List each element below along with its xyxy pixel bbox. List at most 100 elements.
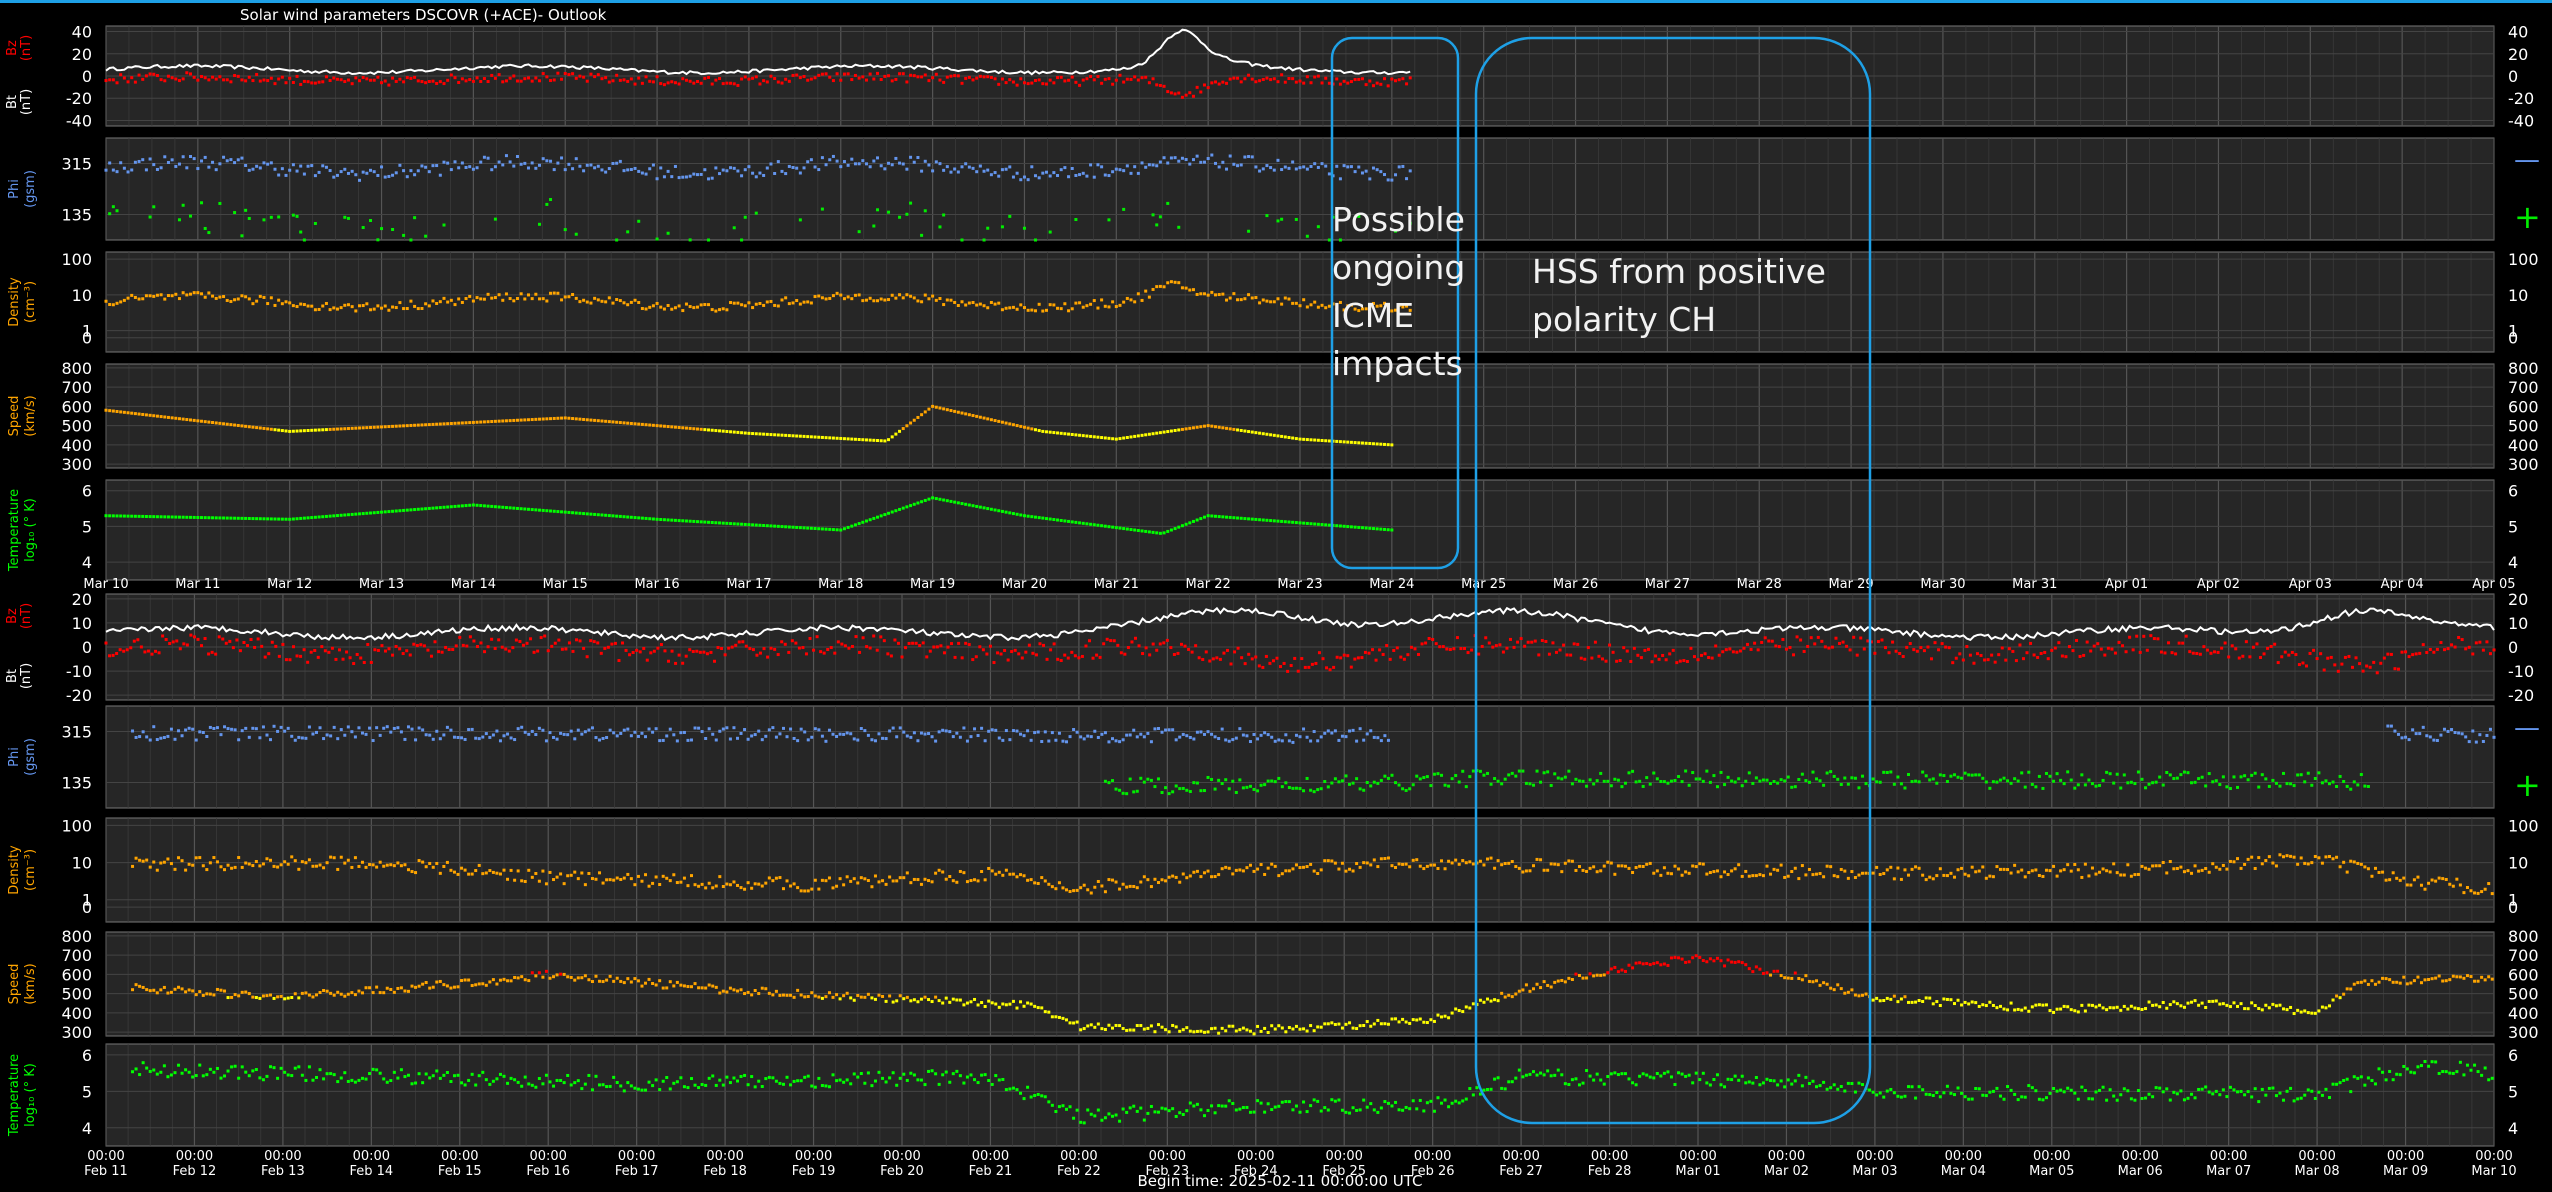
phi-point: [1065, 740, 1069, 744]
speed-point: [824, 436, 828, 440]
y-tick-label: 6: [82, 482, 92, 501]
temperature-point: [1302, 521, 1306, 525]
density-point: [2069, 869, 2073, 873]
bz-point: [1125, 77, 1129, 81]
density-point: [791, 301, 795, 305]
bz-point: [475, 76, 479, 80]
density-point: [322, 866, 326, 870]
phi-point: [760, 738, 764, 742]
density-point: [1284, 869, 1288, 873]
density-point: [1008, 306, 1012, 310]
bz-point: [974, 655, 978, 659]
density-point: [446, 300, 450, 304]
phi-point: [1634, 780, 1638, 784]
phi-point: [240, 234, 244, 238]
bz-point: [557, 638, 561, 642]
bz-point: [391, 76, 395, 80]
phi-point: [1164, 786, 1168, 790]
bz-point: [644, 75, 648, 79]
bz-point: [1926, 645, 1930, 649]
phi-point: [1956, 775, 1960, 779]
temperature-point: [343, 513, 347, 517]
phi-point: [754, 175, 758, 179]
speed-point: [644, 423, 648, 427]
phi-point: [1998, 778, 2002, 782]
density-point: [1956, 868, 1960, 872]
temperature-point: [644, 516, 648, 520]
phi-point: [1698, 777, 1702, 781]
density-point: [2243, 862, 2247, 866]
phi-point: [2041, 786, 2045, 790]
density-point: [2193, 864, 2197, 868]
density-point: [1188, 288, 1192, 292]
temperature-point: [1059, 518, 1063, 522]
density-point: [1914, 865, 1918, 869]
temperature-point: [1294, 521, 1298, 525]
phi-point: [1977, 773, 1981, 777]
density-point: [1220, 867, 1224, 871]
density-point: [526, 293, 530, 297]
density-point: [1022, 306, 1026, 310]
bz-point: [846, 72, 850, 76]
phi-point: [1122, 207, 1126, 211]
speed-point: [1195, 425, 1199, 429]
bz-point: [2152, 637, 2156, 641]
bz-point: [1480, 644, 1484, 648]
temperature-point: [1371, 527, 1375, 531]
speed-point: [1287, 435, 1291, 439]
density-point: [1935, 874, 1939, 878]
speed-point: [1357, 441, 1361, 445]
phi-point: [1177, 225, 1181, 229]
phi-point: [1382, 173, 1386, 177]
density-point: [1708, 871, 1712, 875]
bz-point: [534, 76, 538, 80]
bz-point: [350, 82, 354, 86]
phi-point: [1202, 732, 1206, 736]
phi-point: [1871, 777, 1875, 781]
phi-point: [949, 170, 953, 174]
density-point: [673, 306, 677, 310]
density-point: [219, 865, 223, 869]
density-point: [225, 298, 229, 302]
phi-point: [2428, 735, 2432, 739]
density-point: [1432, 863, 1436, 867]
phi-point: [1553, 772, 1557, 776]
phi-point: [122, 166, 126, 170]
phi-point: [335, 173, 339, 177]
speed-point: [468, 421, 472, 425]
density-point: [155, 868, 159, 872]
density-point: [2016, 870, 2020, 874]
bz-point: [225, 78, 229, 82]
speed-point: [280, 429, 284, 433]
speed-point: [1129, 435, 1133, 439]
bz-point: [1661, 653, 1665, 657]
density-point: [2313, 854, 2317, 858]
density-point: [214, 296, 218, 300]
bz-point: [1859, 636, 1863, 640]
phi-point: [648, 167, 652, 171]
bz-point: [302, 648, 306, 652]
bz-point: [1707, 656, 1711, 660]
phi-point: [201, 731, 205, 735]
bz-point: [2269, 644, 2273, 648]
density-point: [387, 308, 391, 312]
density-point: [1100, 298, 1104, 302]
temperature-point: [729, 522, 733, 526]
temperature-point: [618, 514, 622, 518]
temperature-point: [662, 518, 666, 522]
speed-point: [504, 419, 508, 423]
bz-point: [228, 639, 232, 643]
phi-point: [1026, 729, 1030, 733]
bz-point: [1604, 659, 1608, 663]
density-point: [868, 296, 872, 300]
density-point: [1316, 305, 1320, 309]
bz-point: [188, 72, 192, 76]
speed-point: [431, 422, 435, 426]
density-point: [2476, 891, 2480, 895]
speed-point: [108, 409, 112, 413]
density-point: [247, 862, 251, 866]
phi-point: [1139, 776, 1143, 780]
density-point: [1089, 302, 1093, 306]
bz-point: [819, 650, 823, 654]
bz-point: [1004, 81, 1008, 85]
